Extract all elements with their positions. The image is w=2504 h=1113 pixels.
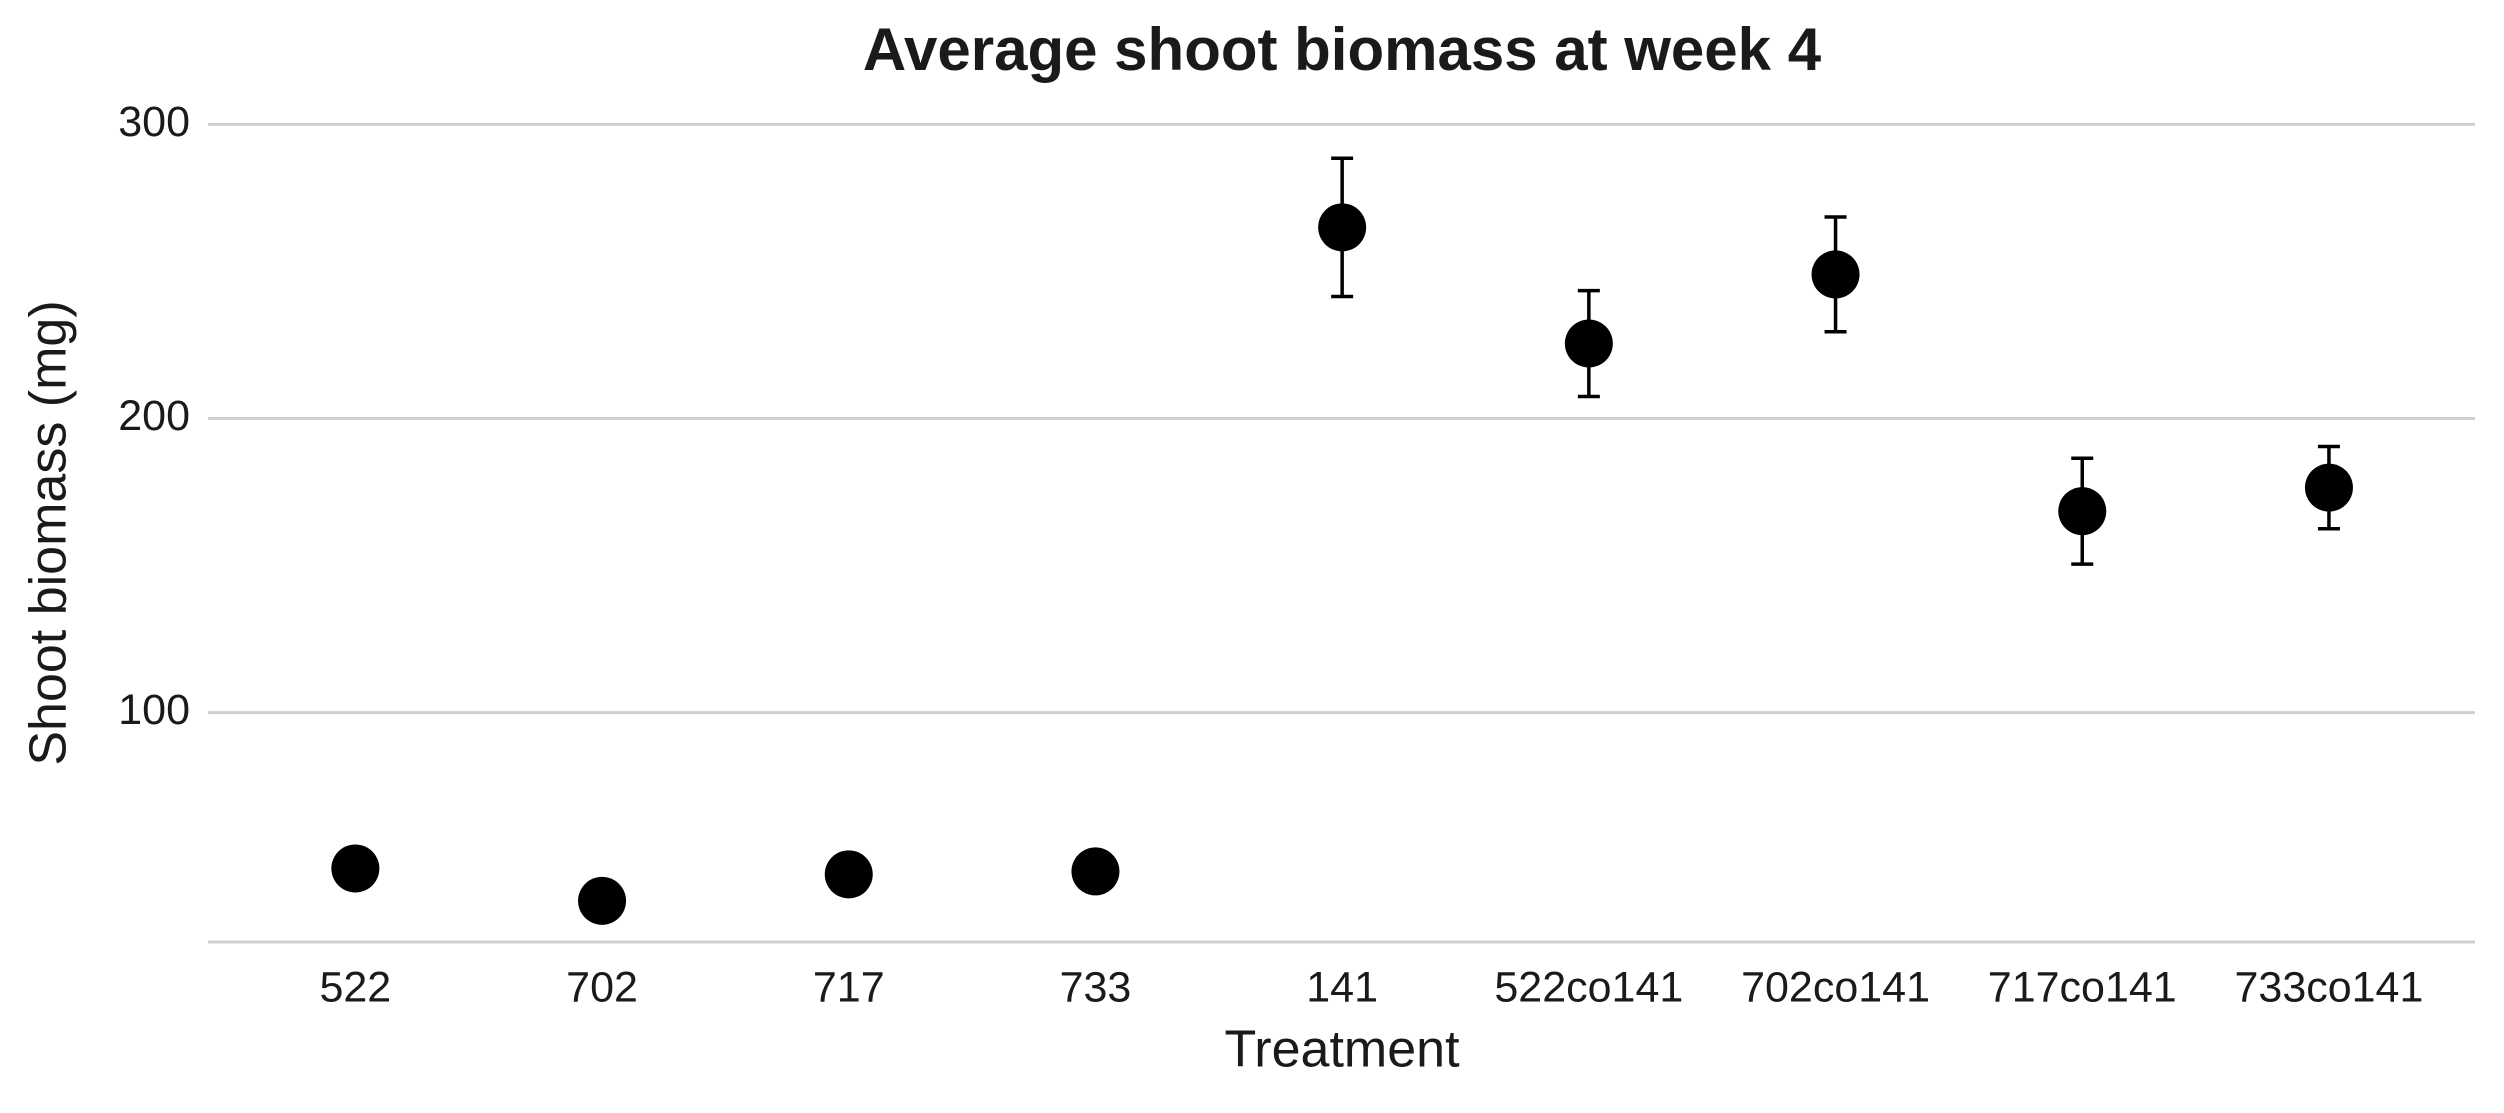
- point: [2304, 463, 2353, 512]
- y-tick-label: 300: [118, 98, 190, 146]
- x-tick-label: 733: [1060, 963, 1132, 1011]
- chart-title: Average shoot biomass at week 4: [863, 16, 1822, 83]
- point: [331, 844, 380, 893]
- x-tick-label: 717co141: [1988, 963, 2177, 1011]
- x-tick-label: 702co141: [1741, 963, 1930, 1011]
- point: [578, 876, 627, 925]
- point: [1811, 250, 1860, 299]
- y-tick-label: 100: [118, 686, 190, 734]
- point: [824, 850, 873, 899]
- point: [1564, 319, 1613, 368]
- x-tick-label: 717: [813, 963, 885, 1011]
- x-tick-label: 141: [1306, 963, 1378, 1011]
- x-axis-title: Treatment: [1224, 1021, 1460, 1079]
- x-tick-label: 522co141: [1494, 963, 1683, 1011]
- y-axis-title: Shoot biomass (mg): [20, 300, 78, 765]
- point: [1318, 203, 1367, 252]
- point: [2058, 487, 2107, 536]
- x-tick-label: 733co141: [2234, 963, 2423, 1011]
- point: [1071, 847, 1120, 896]
- x-tick-label: 702: [566, 963, 638, 1011]
- y-tick-label: 200: [118, 392, 190, 440]
- x-tick-label: 522: [319, 963, 391, 1011]
